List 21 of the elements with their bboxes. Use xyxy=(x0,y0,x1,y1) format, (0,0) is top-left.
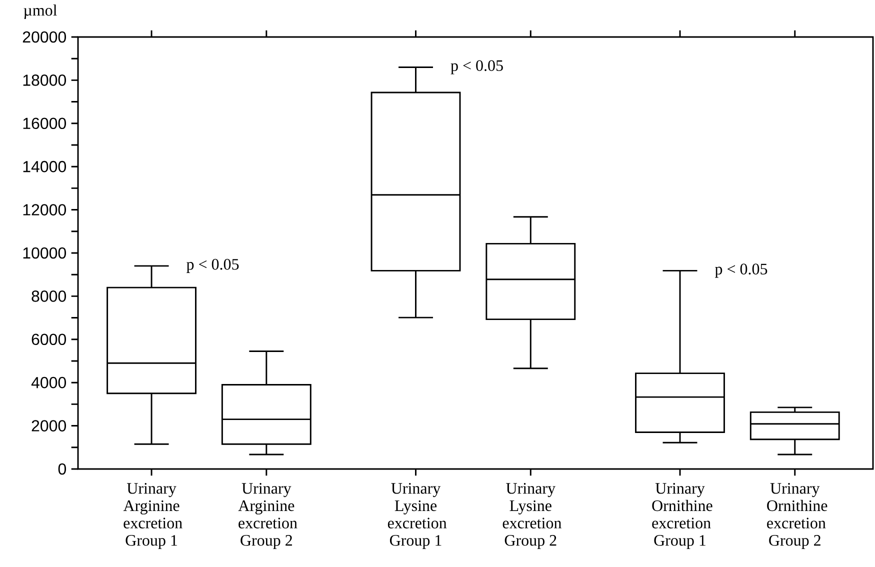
y-tick-label: 20000 xyxy=(22,31,66,43)
x-tick-label: Urinary Ornithine excretion Group 2 xyxy=(767,483,828,550)
y-tick-label: 0 xyxy=(58,463,66,475)
y-tick-label: 6000 xyxy=(32,334,66,346)
y-tick-label: 16000 xyxy=(23,118,66,130)
y-tick-label: 10000 xyxy=(23,247,66,259)
annotation: p < 0.05 xyxy=(450,60,503,74)
y-tick-label: 18000 xyxy=(23,74,66,86)
annotation: p < 0.05 xyxy=(186,258,239,273)
x-tick-label: Urinary Arginine excretion Group 2 xyxy=(238,483,298,550)
y-axis-title: µmol xyxy=(24,4,57,19)
x-tick-label: Urinary Lysine excretion Group 1 xyxy=(388,483,447,550)
y-tick-label: 12000 xyxy=(23,204,66,216)
x-tick-label: Urinary Ornithine excretion Group 1 xyxy=(652,483,712,550)
y-tick-label: 2000 xyxy=(32,420,66,432)
x-tick-label: Urinary Lysine excretion Group 2 xyxy=(502,483,562,550)
y-tick-label: 8000 xyxy=(32,290,66,302)
y-tick-label: 14000 xyxy=(23,160,66,172)
y-tick-label: 4000 xyxy=(31,376,66,388)
annotation: p < 0.05 xyxy=(714,264,768,278)
x-tick-label: Urinary Arginine excretion Group 1 xyxy=(123,483,182,550)
